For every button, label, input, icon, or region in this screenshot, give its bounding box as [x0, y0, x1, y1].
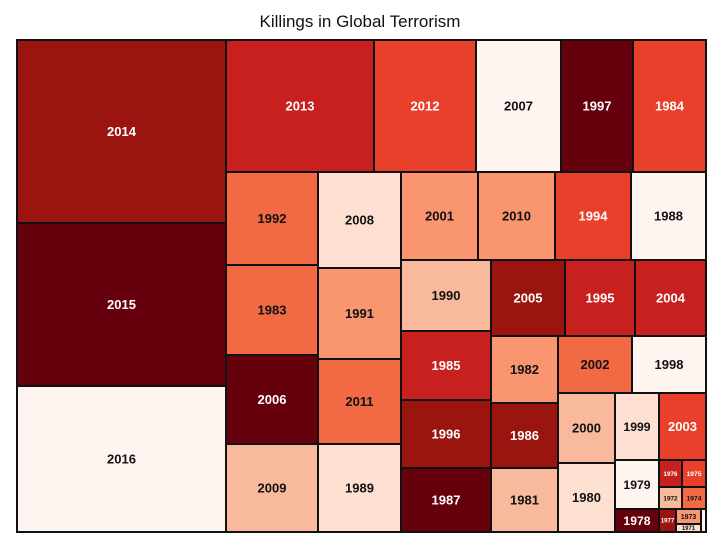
treemap-label: 1995: [586, 291, 615, 306]
treemap-label: 1979: [623, 478, 650, 492]
treemap-label: 1996: [432, 427, 461, 442]
treemap-cell-2010: [477, 171, 556, 261]
treemap-label: 2003: [668, 419, 697, 434]
treemap-cell-2000: [557, 392, 616, 464]
treemap-label: 1985: [432, 358, 461, 373]
treemap-label: 1975: [687, 471, 702, 478]
chart-title: Killings in Global Terrorism: [259, 12, 461, 31]
treemap-label: 2015: [107, 297, 136, 312]
treemap-cell-1987: [400, 467, 492, 533]
treemap-cell-1984: [632, 39, 707, 173]
treemap-label: 1987: [432, 493, 461, 508]
treemap-label: 2008: [345, 213, 374, 228]
treemap-cell-1985: [400, 330, 492, 401]
treemap-label: 2016: [107, 452, 136, 467]
treemap-label: 1997: [583, 99, 612, 114]
treemap-label: 1992: [258, 211, 287, 226]
treemap-label: 2014: [107, 124, 137, 139]
treemap-cell-2002: [557, 335, 633, 394]
treemap-label: 1982: [510, 362, 539, 377]
treemap-label: 1984: [655, 99, 685, 114]
treemap-label: 2009: [258, 481, 287, 496]
treemap-label: 2004: [656, 291, 686, 306]
treemap-cell-1979: [614, 459, 660, 510]
treemap-cell-2004: [634, 259, 707, 337]
treemap-cell-2009: [225, 443, 319, 533]
treemap-label: 1972: [663, 495, 678, 502]
treemap-label: 1986: [510, 428, 539, 443]
treemap-label: 2011: [345, 394, 373, 409]
treemap-label: 1988: [654, 209, 683, 224]
treemap-label: 1991: [345, 306, 374, 321]
treemap-label: 2005: [514, 291, 543, 306]
treemap-cell-1986: [490, 402, 559, 469]
treemap-label: 1994: [579, 209, 609, 224]
treemap-cell-2006: [225, 354, 319, 445]
treemap-label: 2000: [572, 421, 601, 436]
treemap-label: 2013: [286, 99, 315, 114]
treemap-label: 2001: [425, 209, 454, 224]
treemap-label: 1971: [682, 526, 696, 532]
treemap-label: 2002: [581, 357, 610, 372]
treemap-label: 1980: [572, 490, 601, 505]
treemap-label: 1974: [687, 495, 702, 502]
treemap-label: 2007: [504, 99, 533, 114]
treemap-label: 1998: [655, 357, 684, 372]
treemap-cell-1980: [557, 462, 616, 533]
treemap-label: 1981: [510, 493, 539, 508]
treemap-cell-1975: [681, 459, 707, 488]
treemap-label: 1976: [663, 471, 678, 478]
treemap-label: 1990: [432, 288, 461, 303]
treemap-label: 1978: [623, 514, 650, 528]
treemap-cell-2007: [475, 39, 562, 173]
treemap-label: 1983: [258, 303, 287, 318]
treemap-border: [16, 39, 707, 533]
treemap-cell-2011: [317, 358, 402, 445]
treemap-label: 2012: [411, 99, 440, 114]
treemap-cell-1994: [554, 171, 632, 261]
treemap-cell-1991: [317, 267, 402, 360]
treemap-cell-1998: [631, 335, 707, 394]
treemap-cell-2008: [317, 171, 402, 269]
treemap-label: 1999: [623, 420, 650, 434]
treemap-cell-1992: [225, 171, 319, 266]
treemap-cell-1997: [560, 39, 634, 173]
treemap-label: 1977: [661, 519, 675, 525]
treemap-cell-1982: [490, 335, 559, 404]
treemap-label: 2010: [502, 209, 531, 224]
treemap-label: 1973: [681, 514, 697, 521]
treemap-label: 1989: [345, 481, 374, 496]
treemap-label: 2006: [258, 392, 287, 407]
